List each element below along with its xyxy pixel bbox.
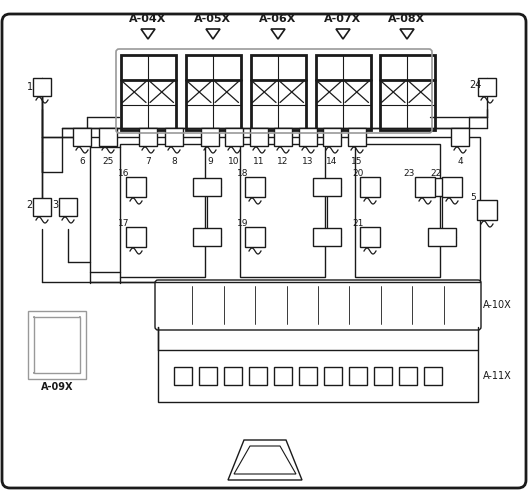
Bar [360,177,380,197]
Text: 5: 5 [470,192,476,202]
Text: 4: 4 [457,156,463,165]
Bar [126,177,146,197]
Bar [193,228,221,246]
Bar [201,128,219,146]
Bar [240,144,325,277]
FancyBboxPatch shape [2,14,526,488]
Bar [451,128,469,146]
Bar [225,128,243,146]
Bar [355,144,440,277]
Text: A-05X: A-05X [195,14,232,24]
Polygon shape [141,29,155,39]
Bar [90,137,480,282]
Text: 19: 19 [237,219,249,228]
Bar [174,367,192,385]
Text: A-10X: A-10X [483,300,512,310]
Bar [34,317,80,373]
Text: 3: 3 [52,200,58,210]
Bar [249,367,267,385]
Polygon shape [228,440,302,480]
Bar [415,177,435,197]
Bar [428,228,456,246]
Bar [313,228,341,246]
Bar [399,367,417,385]
Text: 2: 2 [26,200,32,210]
Text: 18: 18 [237,170,249,179]
FancyBboxPatch shape [155,280,481,330]
Bar [73,128,91,146]
Text: 1: 1 [27,82,33,92]
Text: 16: 16 [118,170,130,179]
Text: 15: 15 [351,156,363,165]
Bar [374,367,392,385]
Bar [313,178,341,196]
Polygon shape [336,29,350,39]
Text: 10: 10 [228,156,240,165]
Bar [274,367,292,385]
Text: 13: 13 [302,156,314,165]
Bar [379,55,435,129]
Bar [165,128,183,146]
Bar [323,128,341,146]
Bar [28,311,86,379]
Text: 12: 12 [277,156,289,165]
Bar [120,55,175,129]
Bar [360,227,380,247]
Text: 24: 24 [469,80,481,90]
Bar [428,178,456,196]
Text: 7: 7 [145,156,151,165]
Text: 23: 23 [403,170,414,179]
Text: A-09X: A-09X [41,382,73,392]
Bar [299,367,317,385]
Bar [299,128,317,146]
Bar [126,227,146,247]
Bar [250,128,268,146]
Bar [99,128,117,146]
Text: 25: 25 [102,156,114,165]
Bar [348,128,366,146]
Text: 11: 11 [253,156,265,165]
Bar [477,200,497,220]
Bar [199,367,217,385]
Text: 22: 22 [430,170,441,179]
Polygon shape [400,29,414,39]
Bar [478,78,496,96]
Bar [442,177,462,197]
Bar [349,367,367,385]
Bar [251,55,305,129]
Text: 20: 20 [352,170,364,179]
Text: 8: 8 [171,156,177,165]
Bar [33,78,51,96]
Text: A-11X: A-11X [483,371,512,381]
Bar [139,128,157,146]
Bar [33,198,51,216]
Bar [193,178,221,196]
Bar [224,367,242,385]
Text: A-06X: A-06X [259,14,297,24]
Text: A-08X: A-08X [388,14,426,24]
Bar [274,128,292,146]
Text: 21: 21 [352,219,364,228]
Bar [120,144,205,277]
Polygon shape [271,29,285,39]
Bar [245,227,265,247]
Polygon shape [206,29,220,39]
Text: 6: 6 [79,156,85,165]
Bar [186,55,241,129]
Bar [158,350,478,402]
Polygon shape [234,446,296,474]
Text: 17: 17 [118,219,130,228]
Bar [245,177,265,197]
Text: A-07X: A-07X [324,14,361,24]
Bar [424,367,442,385]
Bar [324,367,342,385]
Bar [59,198,77,216]
Text: 9: 9 [207,156,213,165]
Text: A-04X: A-04X [129,14,167,24]
Text: 14: 14 [326,156,338,165]
Bar [315,55,370,129]
